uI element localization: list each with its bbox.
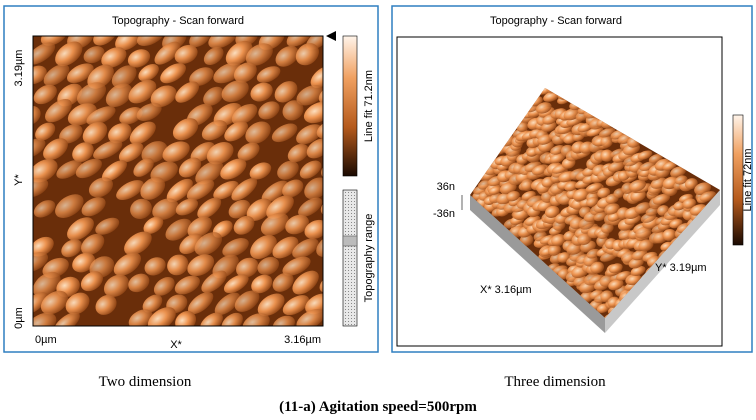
- colorbar-label: Line fit 71.2nm: [363, 70, 375, 142]
- y-label: Y* 3.19µm: [655, 262, 707, 274]
- panel-title: Topography - Scan forward: [490, 15, 622, 27]
- z-min-label: -36n: [433, 208, 455, 220]
- range-label: Topography range: [363, 214, 375, 303]
- colorbar-label: Line fit 72nm: [742, 149, 754, 212]
- y-axis-label: Y*: [13, 173, 25, 185]
- colorbar: [343, 36, 357, 176]
- z-max-label: 36n: [437, 181, 455, 193]
- x-axis-label: X*: [170, 339, 182, 351]
- y-min-label: 0µm: [13, 307, 25, 329]
- range-bar: [343, 190, 357, 326]
- panel-title: Topography - Scan forward: [112, 15, 244, 27]
- y-max-label: 3.19µm: [13, 50, 25, 87]
- caption: Three dimension: [504, 374, 606, 390]
- figure-caption: (11-a) Agitation speed=500rpm: [279, 399, 477, 415]
- range-slider: [343, 236, 357, 246]
- figure: Topography - Scan forward 3.19µm Y* 0µm …: [0, 0, 756, 420]
- x-label: X* 3.16µm: [480, 284, 532, 296]
- x-max-label: 3.16µm: [284, 334, 321, 346]
- x-min-label: 0µm: [35, 334, 57, 346]
- caption: Two dimension: [99, 374, 192, 390]
